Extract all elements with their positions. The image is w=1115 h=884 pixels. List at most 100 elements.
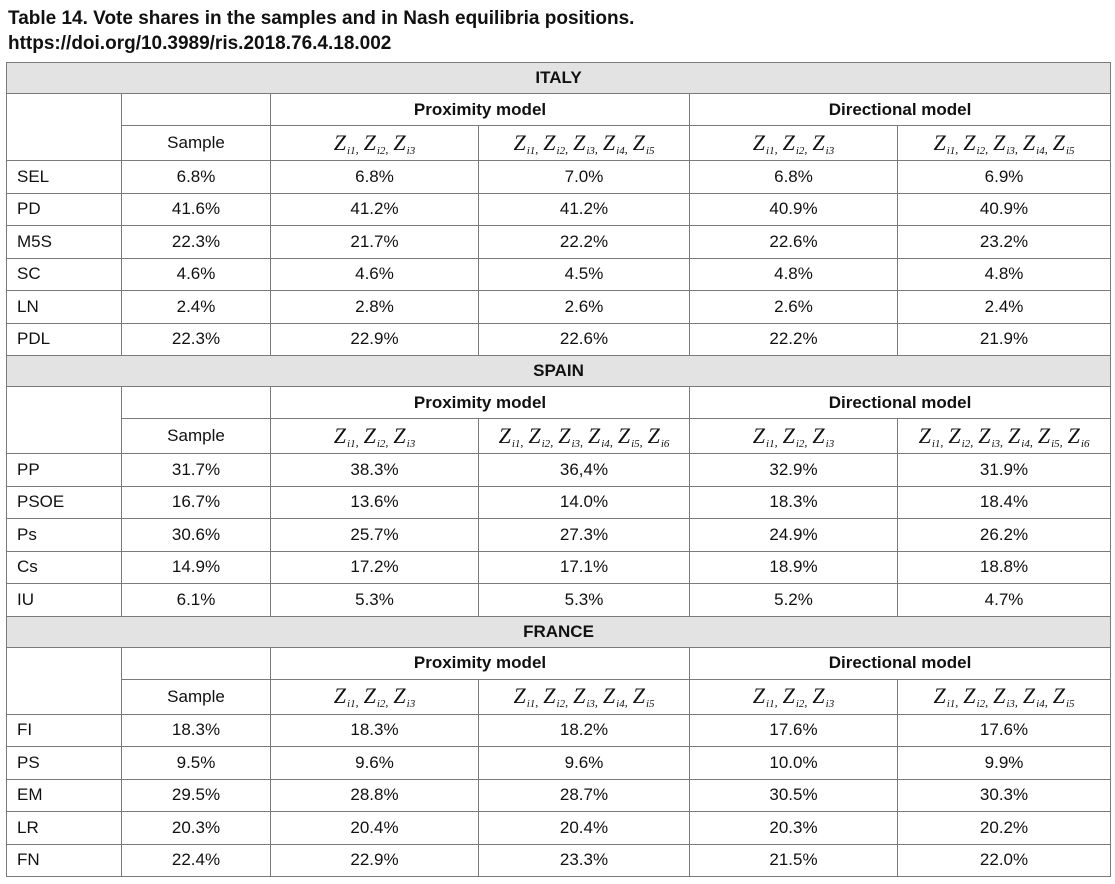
table-row: Cs 14.9% 17.2% 17.1% 18.9% 18.8% <box>6 550 1112 584</box>
table-row: SC 4.6% 4.6% 4.5% 4.8% 4.8% <box>6 257 1112 291</box>
table-row: M5S 22.3% 21.7% 22.2% 22.6% 23.2% <box>6 225 1112 259</box>
z-subscript: i5 <box>645 698 655 710</box>
vote-share-cell: 7.0% <box>478 160 690 194</box>
directional-model-header: Directional model <box>688 93 1112 126</box>
z-variable-set: Zi1, Zi2, Zi3 <box>752 129 835 157</box>
z-subscript: i5 <box>1051 437 1060 450</box>
vote-share-cell: 6.1% <box>121 583 271 617</box>
vote-share-cell: 28.7% <box>478 778 690 812</box>
vote-share-cell: 24.9% <box>689 518 898 552</box>
caption-title: Table 14. Vote shares in the samples and… <box>8 8 635 29</box>
vote-share-cell: 17.2% <box>270 550 479 584</box>
table-row: LN 2.4% 2.8% 2.6% 2.6% 2.4% <box>6 290 1112 324</box>
model-header-row: Proximity model Directional model <box>6 386 1112 454</box>
z-variables-header: Zi1, Zi2, Zi3 <box>689 125 898 161</box>
model-header-row: Proximity model Directional model <box>6 646 1112 715</box>
vote-share-cell: 17.1% <box>478 550 690 584</box>
sample-header: Sample <box>121 125 271 161</box>
vote-share-cell: 4.6% <box>270 257 479 291</box>
vote-share-cell: 30.3% <box>896 778 1112 812</box>
vote-share-cell: 23.2% <box>896 225 1112 259</box>
vote-share-cell: 31.7% <box>121 453 271 487</box>
vote-share-cell: 9.5% <box>121 746 271 780</box>
subheader-row: Sample Zi1, Zi2, Zi3 Zi1, Zi2, Zi3, Zi4, Zi5 Zi1,… <box>7 125 1112 161</box>
vote-share-cell: 22.6% <box>689 225 898 259</box>
z-subscript: i2 <box>976 144 986 157</box>
party-label: FI <box>6 713 122 747</box>
vote-share-cell: 22.2% <box>689 322 898 356</box>
vote-share-cell: 25.7% <box>270 518 479 552</box>
vote-share-cell: 23.3% <box>478 843 690 877</box>
vote-share-cell: 18.2% <box>478 713 690 747</box>
z-subscript: i4 <box>616 144 625 157</box>
table-row: LR 20.3% 20.4% 20.4% 20.3% 20.2% <box>6 811 1112 845</box>
vote-share-cell: 2.6% <box>478 290 690 324</box>
vote-share-cell: 13.6% <box>270 485 479 519</box>
vote-share-cell: 5.3% <box>270 583 479 617</box>
z-subscript: i5 <box>645 144 655 157</box>
z-variables-header: Zi1, Zi2, Zi3 <box>270 418 479 454</box>
party-label: PS <box>6 746 122 780</box>
vote-share-cell: 10.0% <box>689 746 898 780</box>
z-subscript: i2 <box>976 698 986 710</box>
vote-share-cell: 20.3% <box>689 811 898 845</box>
z-subscript: i2 <box>556 698 566 710</box>
table-body: ITALY Proximity model Directional model Sam… <box>5 62 1112 877</box>
proximity-model-header: Proximity model <box>270 646 690 680</box>
z-subscript: i2 <box>795 698 805 710</box>
vote-share-cell: 4.5% <box>478 257 690 291</box>
vote-share-cell: 21.7% <box>270 225 479 259</box>
z-subscript: i1 <box>946 698 956 710</box>
z-subscript: i3 <box>586 698 595 710</box>
z-subscript: i1 <box>766 144 775 157</box>
vote-share-cell: 9.9% <box>896 746 1112 780</box>
z-subscript: i3 <box>571 437 580 450</box>
table-row: PS 9.5% 9.6% 9.6% 10.0% 9.9% <box>6 746 1112 780</box>
z-subscript: i6 <box>660 437 670 450</box>
z-variables-header: Zi1, Zi2, Zi3, Zi4, Zi5, Zi6 <box>478 418 690 454</box>
vote-share-cell: 5.3% <box>478 583 690 617</box>
party-label: PP <box>6 453 122 487</box>
party-label: Cs <box>6 550 122 584</box>
z-subscript: i3 <box>825 698 835 710</box>
z-variables-header: Zi1, Zi2, Zi3 <box>270 125 479 161</box>
z-subscript: i2 <box>961 437 971 450</box>
z-variables-header: Zi1, Zi2, Zi3, Zi4, Zi5 <box>896 678 1112 715</box>
vote-share-cell: 6.9% <box>896 160 1112 194</box>
z-variables-header: Zi1, Zi2, Zi3 <box>689 678 898 715</box>
vote-share-cell: 5.2% <box>689 583 898 617</box>
vote-share-cell: 20.4% <box>478 811 690 845</box>
sample-header: Sample <box>121 418 271 454</box>
vote-share-cell: 38.3% <box>270 453 479 487</box>
z-subscript: i4 <box>1021 437 1030 450</box>
z-variable-set: Zi1, Zi2, Zi3, Zi4, Zi5 <box>933 683 1075 710</box>
vote-share-cell: 32.9% <box>689 453 898 487</box>
vote-share-cell: 18.4% <box>896 485 1112 519</box>
z-subscript: i3 <box>406 698 416 710</box>
z-subscript: i3 <box>825 144 835 157</box>
subheader-row: Sample Zi1, Zi2, Zi3 Zi1, Zi2, Zi3, Zi4, Zi5, Zi6… <box>7 418 1112 454</box>
vote-share-cell: 31.9% <box>896 453 1112 487</box>
vote-share-cell: 22.3% <box>121 322 271 356</box>
directional-model-header: Directional model <box>688 646 1112 680</box>
vote-share-cell: 41.2% <box>270 192 479 226</box>
party-label: EM <box>6 778 122 812</box>
z-subscript: i3 <box>825 437 835 450</box>
party-label: M5S <box>6 225 122 259</box>
z-subscript: i1 <box>347 698 356 710</box>
vote-share-cell: 41.2% <box>478 192 690 226</box>
vote-share-cell: 6.8% <box>270 160 479 194</box>
table-row: IU 6.1% 5.3% 5.3% 5.2% 4.7% <box>6 583 1112 617</box>
party-label: PSOE <box>6 485 122 519</box>
vote-share-cell: 18.3% <box>270 713 479 747</box>
z-subscript: i2 <box>376 144 386 157</box>
vote-share-cell: 22.3% <box>121 225 271 259</box>
z-variable-set: Zi1, Zi2, Zi3 <box>333 683 416 710</box>
vote-share-cell: 22.9% <box>270 843 479 877</box>
z-variables-header: Zi1, Zi2, Zi3, Zi4, Zi5 <box>478 125 690 161</box>
table-row: PP 31.7% 38.3% 36,4% 32.9% 31.9% <box>6 453 1112 487</box>
z-variables-header: Zi1, Zi2, Zi3, Zi4, Zi5 <box>896 125 1112 161</box>
vote-share-cell: 14.9% <box>121 550 271 584</box>
z-variable-set: Zi1, Zi2, Zi3, Zi4, Zi5 <box>513 683 655 710</box>
z-subscript: i5 <box>1065 144 1075 157</box>
